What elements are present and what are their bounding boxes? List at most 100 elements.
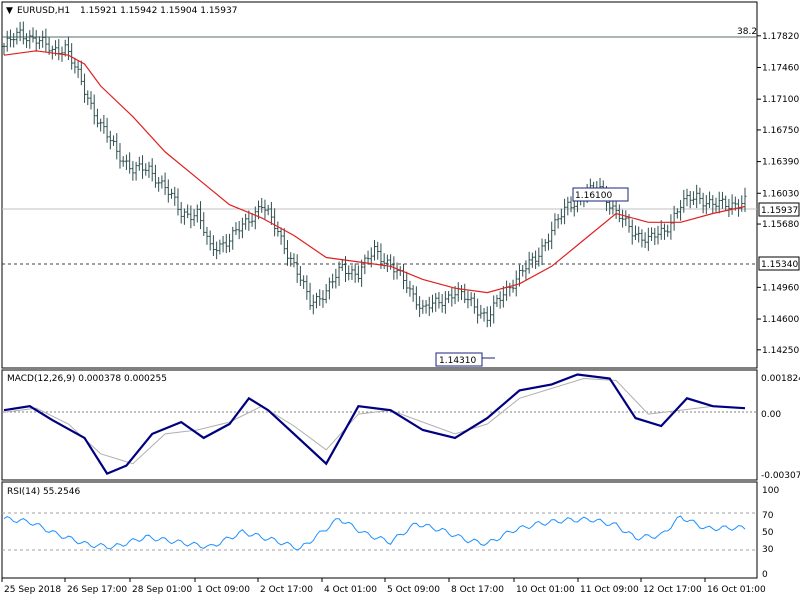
candle (714, 197, 718, 213)
candle (720, 191, 724, 209)
candle (89, 91, 93, 110)
candle (437, 292, 441, 309)
candle (5, 30, 9, 52)
menu-arrow-icon[interactable]: ▼ (6, 6, 13, 16)
candle (141, 155, 145, 179)
candle (18, 21, 22, 42)
candle (112, 135, 116, 147)
candle (492, 295, 496, 324)
candle (73, 57, 77, 74)
candle (137, 156, 141, 171)
candle (276, 221, 280, 237)
candle (128, 152, 132, 174)
candle (672, 205, 676, 231)
candle (327, 277, 331, 300)
low-annotation[interactable]: 1.14310 (435, 352, 495, 367)
candle (643, 232, 647, 249)
candle (208, 230, 212, 251)
macd-axis: 0.001824 0.00 -0.003072 (761, 374, 800, 481)
candle (373, 240, 376, 261)
candle (559, 208, 563, 225)
candle (205, 226, 209, 245)
candle (350, 265, 354, 280)
candle (659, 220, 663, 240)
candle (443, 291, 447, 314)
candle (646, 227, 650, 251)
candle (385, 254, 389, 273)
macd-tick-label: 0.00 (761, 410, 781, 420)
moving-average-line (3, 50, 746, 294)
candle (92, 94, 96, 125)
price-tick-label: 1.15680 (762, 220, 799, 230)
candle (421, 299, 425, 314)
candle (482, 307, 486, 322)
candle (250, 212, 254, 227)
candle (360, 259, 364, 287)
candle (195, 204, 199, 223)
candle (302, 275, 306, 289)
candle (253, 206, 257, 230)
candle (15, 27, 19, 45)
candle (224, 234, 228, 254)
candle (679, 200, 683, 221)
candle (653, 227, 657, 246)
symbol-label: EURUSD,H1 (17, 6, 70, 16)
candle (286, 240, 290, 266)
candle (166, 179, 170, 203)
candle (488, 306, 492, 327)
candle (273, 208, 277, 237)
candle (469, 292, 473, 307)
candle (363, 254, 367, 275)
candle (411, 285, 415, 302)
time-axis[interactable]: 25 Sep 2018 26 Sep 17:00 28 Sep 01:00 1 Oct… (1, 578, 766, 595)
candle (25, 33, 29, 49)
candle (447, 291, 451, 304)
rsi-panel-frame (1, 481, 758, 579)
candle (144, 163, 148, 176)
high-annotation-label: 1.16100 (575, 191, 612, 201)
candle (41, 30, 45, 48)
candle (124, 154, 128, 171)
candle (218, 239, 222, 255)
candle (47, 36, 51, 55)
rsi-line (3, 515, 746, 551)
candle (170, 188, 174, 199)
candle (366, 250, 370, 265)
candle (311, 294, 315, 315)
candle (86, 90, 90, 106)
price-axis[interactable]: 1.17820 1.17460 1.17100 1.16750 1.16390 1.160… (757, 32, 799, 356)
candle (621, 209, 625, 228)
candle (675, 208, 679, 219)
candle (115, 133, 119, 160)
candle (99, 118, 103, 132)
macd-main-line (3, 373, 746, 475)
candle (353, 263, 357, 283)
candle (530, 252, 534, 268)
candle (279, 227, 283, 245)
time-tick-label: 2 Oct 17:00 (260, 585, 313, 595)
candle (66, 36, 70, 61)
support-price-label: 1.15340 (761, 260, 798, 270)
candle (247, 210, 251, 231)
candle (414, 286, 418, 310)
candle (347, 265, 351, 281)
candle (617, 204, 621, 223)
candle (382, 253, 386, 269)
candle (630, 219, 634, 245)
candle (662, 223, 666, 240)
candle (543, 239, 547, 252)
candle (131, 161, 135, 181)
candle (685, 188, 689, 207)
candle (495, 294, 499, 308)
candle (682, 189, 686, 213)
price-tick-label: 1.17820 (762, 32, 799, 42)
high-annotation[interactable]: 1.16100 (572, 187, 629, 202)
candle (282, 228, 286, 255)
time-tick-label: 5 Oct 09:00 (387, 585, 440, 595)
candle (8, 29, 12, 48)
candle (534, 250, 538, 269)
candle (556, 214, 560, 229)
price-tick-label: 1.14250 (762, 346, 799, 356)
